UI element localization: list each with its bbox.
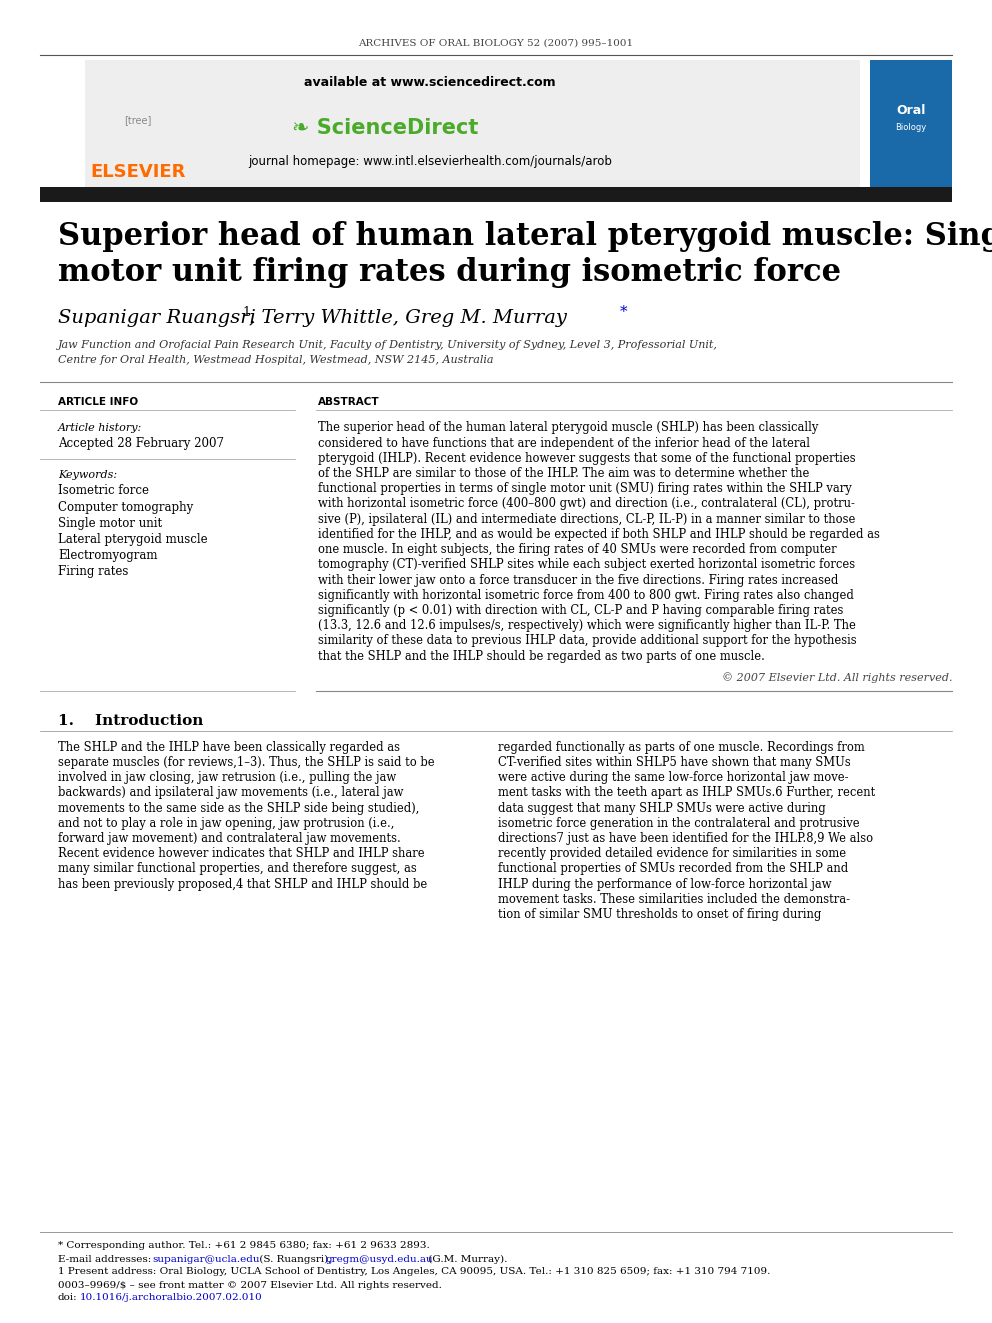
Text: Centre for Oral Health, Westmead Hospital, Westmead, NSW 2145, Australia: Centre for Oral Health, Westmead Hospita… [58, 355, 493, 365]
Text: one muscle. In eight subjects, the firing rates of 40 SMUs were recorded from co: one muscle. In eight subjects, the firin… [318, 544, 836, 556]
Text: with horizontal isometric force (400–800 gwt) and direction (i.e., contralateral: with horizontal isometric force (400–800… [318, 497, 855, 511]
Text: ABSTRACT: ABSTRACT [318, 397, 380, 407]
Text: considered to have functions that are independent of the inferior head of the la: considered to have functions that are in… [318, 437, 810, 450]
Text: functional properties in terms of single motor unit (SMU) firing rates within th: functional properties in terms of single… [318, 483, 852, 495]
Text: ment tasks with the teeth apart as IHLP SMUs.6 Further, recent: ment tasks with the teeth apart as IHLP … [498, 786, 875, 799]
Text: tomography (CT)-verified SHLP sites while each subject exerted horizontal isomet: tomography (CT)-verified SHLP sites whil… [318, 558, 855, 572]
Text: ELSEVIER: ELSEVIER [90, 163, 186, 181]
Text: many similar functional properties, and therefore suggest, as: many similar functional properties, and … [58, 863, 417, 876]
Text: of the SHLP are similar to those of the IHLP. The aim was to determine whether t: of the SHLP are similar to those of the … [318, 467, 809, 480]
Text: significantly (p < 0.01) with direction with CL, CL-P and P having comparable fi: significantly (p < 0.01) with direction … [318, 603, 843, 617]
Text: , Terry Whittle, Greg M. Murray: , Terry Whittle, Greg M. Murray [249, 310, 566, 327]
Text: Jaw Function and Orofacial Pain Research Unit, Faculty of Dentistry, University : Jaw Function and Orofacial Pain Research… [58, 340, 718, 351]
Text: 1: 1 [242, 306, 250, 319]
Bar [40, 187, 952, 202]
Text: Electromyogram: Electromyogram [58, 549, 158, 561]
Text: Oral: Oral [897, 103, 926, 116]
Text: and not to play a role in jaw opening, jaw protrusion (i.e.,: and not to play a role in jaw opening, j… [58, 816, 395, 830]
Text: [tree]: [tree] [124, 115, 152, 124]
Text: Article history:: Article history: [58, 423, 142, 433]
Text: (13.3, 12.6 and 12.6 impulses/s, respectively) which were significantly higher t: (13.3, 12.6 and 12.6 impulses/s, respect… [318, 619, 856, 632]
Text: that the SHLP and the IHLP should be regarded as two parts of one muscle.: that the SHLP and the IHLP should be reg… [318, 650, 765, 663]
Text: (G.M. Murray).: (G.M. Murray). [425, 1254, 507, 1263]
Text: significantly with horizontal isometric force from 400 to 800 gwt. Firing rates : significantly with horizontal isometric … [318, 589, 854, 602]
Text: regarded functionally as parts of one muscle. Recordings from: regarded functionally as parts of one mu… [498, 741, 865, 754]
Text: Single motor unit: Single motor unit [58, 516, 162, 529]
Text: CT-verified sites within SHLP5 have shown that many SMUs: CT-verified sites within SHLP5 have show… [498, 755, 851, 769]
Text: recently provided detailed evidence for similarities in some: recently provided detailed evidence for … [498, 847, 846, 860]
Text: Keywords:: Keywords: [58, 470, 117, 480]
Text: Computer tomography: Computer tomography [58, 500, 193, 513]
Text: were active during the same low-force horizontal jaw move-: were active during the same low-force ho… [498, 771, 848, 785]
Text: Lateral pterygoid muscle: Lateral pterygoid muscle [58, 532, 207, 545]
Text: isometric force generation in the contralateral and protrusive: isometric force generation in the contra… [498, 816, 860, 830]
Text: Supanigar Ruangsri: Supanigar Ruangsri [58, 310, 256, 327]
Bar [870, 60, 952, 188]
Text: tion of similar SMU thresholds to onset of firing during: tion of similar SMU thresholds to onset … [498, 908, 821, 921]
Text: involved in jaw closing, jaw retrusion (i.e., pulling the jaw: involved in jaw closing, jaw retrusion (… [58, 771, 396, 785]
Text: backwards) and ipsilateral jaw movements (i.e., lateral jaw: backwards) and ipsilateral jaw movements… [58, 786, 404, 799]
Text: E-mail addresses:: E-mail addresses: [58, 1254, 155, 1263]
Text: data suggest that many SHLP SMUs were active during: data suggest that many SHLP SMUs were ac… [498, 802, 825, 815]
Text: available at www.sciencedirect.com: available at www.sciencedirect.com [305, 75, 556, 89]
Text: 0003–9969/$ – see front matter © 2007 Elsevier Ltd. All rights reserved.: 0003–9969/$ – see front matter © 2007 El… [58, 1281, 441, 1290]
Text: Isometric force: Isometric force [58, 484, 149, 497]
Text: pterygoid (IHLP). Recent evidence however suggests that some of the functional p: pterygoid (IHLP). Recent evidence howeve… [318, 452, 856, 464]
Text: 1.    Introduction: 1. Introduction [58, 714, 203, 728]
Text: ARCHIVES OF ORAL BIOLOGY 52 (2007) 995–1001: ARCHIVES OF ORAL BIOLOGY 52 (2007) 995–1… [358, 38, 634, 48]
Text: forward jaw movement) and contralateral jaw movements.: forward jaw movement) and contralateral … [58, 832, 401, 845]
Text: directions7 just as have been identified for the IHLP.8,9 We also: directions7 just as have been identified… [498, 832, 873, 845]
Text: (S. Ruangsri),: (S. Ruangsri), [256, 1254, 334, 1263]
Text: The superior head of the human lateral pterygoid muscle (SHLP) has been classica: The superior head of the human lateral p… [318, 422, 818, 434]
Text: Accepted 28 February 2007: Accepted 28 February 2007 [58, 437, 224, 450]
Text: ARTICLE INFO: ARTICLE INFO [58, 397, 138, 407]
Text: movement tasks. These similarities included the demonstra-: movement tasks. These similarities inclu… [498, 893, 850, 906]
Text: Firing rates: Firing rates [58, 565, 128, 578]
Bar [85, 60, 860, 188]
Text: 1 Present address: Oral Biology, UCLA School of Dentistry, Los Angeles, CA 90095: 1 Present address: Oral Biology, UCLA Sc… [58, 1267, 771, 1277]
Text: Biology: Biology [896, 123, 927, 132]
Text: * Corresponding author. Tel.: +61 2 9845 6380; fax: +61 2 9633 2893.: * Corresponding author. Tel.: +61 2 9845… [58, 1241, 430, 1250]
Text: Recent evidence however indicates that SHLP and IHLP share: Recent evidence however indicates that S… [58, 847, 425, 860]
Text: 10.1016/j.archoralbio.2007.02.010: 10.1016/j.archoralbio.2007.02.010 [80, 1294, 263, 1303]
Text: movements to the same side as the SHLP side being studied),: movements to the same side as the SHLP s… [58, 802, 420, 815]
Text: sive (P), ipsilateral (IL) and intermediate directions, CL-P, IL-P) in a manner : sive (P), ipsilateral (IL) and intermedi… [318, 513, 855, 525]
Text: separate muscles (for reviews,1–3). Thus, the SHLP is said to be: separate muscles (for reviews,1–3). Thus… [58, 755, 434, 769]
Text: similarity of these data to previous IHLP data, provide additional support for t: similarity of these data to previous IHL… [318, 634, 857, 647]
Text: doi:: doi: [58, 1294, 77, 1303]
Text: Superior head of human lateral pterygoid muscle: Single: Superior head of human lateral pterygoid… [58, 221, 992, 251]
Text: with their lower jaw onto a force transducer in the five directions. Firing rate: with their lower jaw onto a force transd… [318, 573, 838, 586]
Text: IHLP during the performance of low-force horizontal jaw: IHLP during the performance of low-force… [498, 877, 831, 890]
Text: supanigar@ucla.edu: supanigar@ucla.edu [152, 1254, 260, 1263]
Text: identified for the IHLP, and as would be expected if both SHLP and IHLP should b: identified for the IHLP, and as would be… [318, 528, 880, 541]
Text: journal homepage: www.intl.elsevierhealth.com/journals/arob: journal homepage: www.intl.elsevierhealt… [248, 156, 612, 168]
Text: ❧ ScienceDirect: ❧ ScienceDirect [292, 118, 478, 138]
Text: © 2007 Elsevier Ltd. All rights reserved.: © 2007 Elsevier Ltd. All rights reserved… [721, 672, 952, 683]
Text: The SHLP and the IHLP have been classically regarded as: The SHLP and the IHLP have been classica… [58, 741, 400, 754]
Text: has been previously proposed,4 that SHLP and IHLP should be: has been previously proposed,4 that SHLP… [58, 877, 428, 890]
Text: *: * [620, 306, 628, 319]
Text: functional properties of SMUs recorded from the SHLP and: functional properties of SMUs recorded f… [498, 863, 848, 876]
Text: motor unit firing rates during isometric force: motor unit firing rates during isometric… [58, 257, 841, 287]
Text: gregm@usyd.edu.au: gregm@usyd.edu.au [325, 1254, 433, 1263]
